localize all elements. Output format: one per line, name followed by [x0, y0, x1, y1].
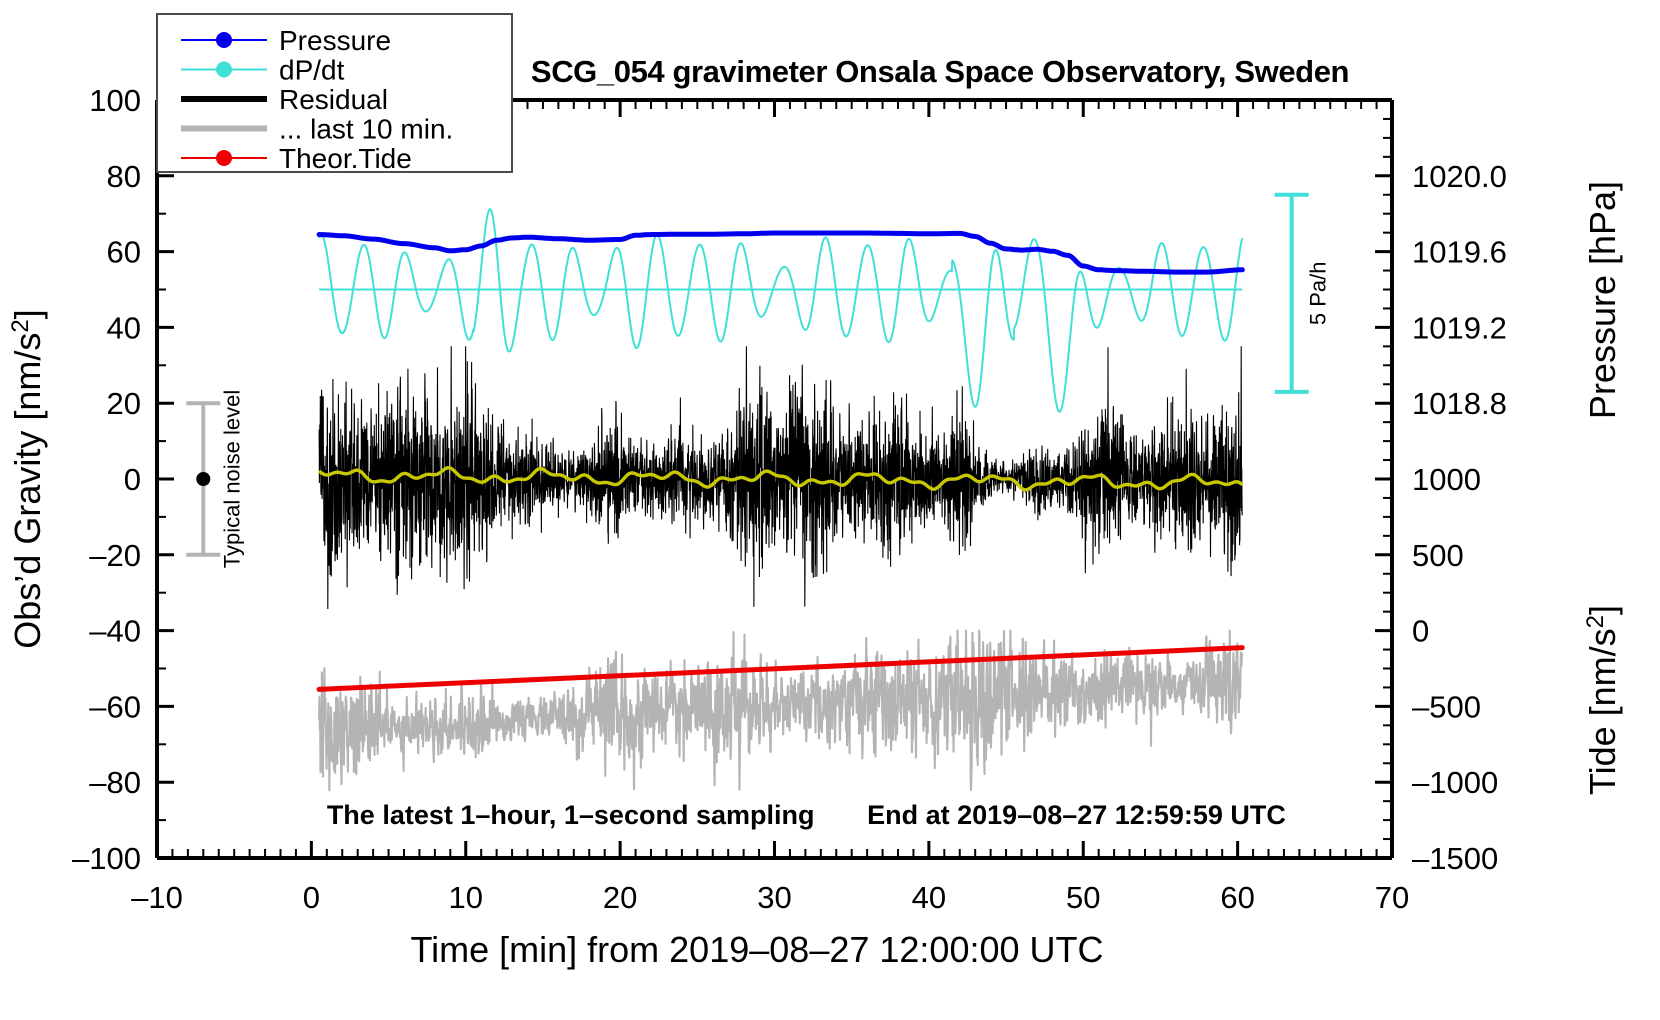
right-tide-tick-label: –500	[1412, 689, 1481, 724]
x-tick-label: 60	[1220, 880, 1254, 915]
right-axis-tide-ticks: –1500 –1000 –500 0 500 1000	[1375, 462, 1498, 876]
legend-entry[interactable]: dP/dt	[181, 55, 345, 86]
y-tick-label: 100	[89, 83, 141, 118]
y-tick-label: –100	[72, 841, 141, 876]
right-tide-tick-label: 0	[1412, 614, 1429, 649]
legend-label: ... last 10 min.	[279, 114, 453, 145]
series-dpdt	[318, 208, 1244, 413]
right-tide-tick-label: –1000	[1412, 765, 1498, 800]
y-tick-label: –80	[89, 765, 141, 800]
legend-entry[interactable]: ... last 10 min.	[181, 114, 453, 145]
5-pa-per-hour-scalebar	[1274, 192, 1309, 394]
x-tick-label: 40	[912, 880, 946, 915]
smoothed-residual-line	[318, 466, 1244, 492]
x-axis-title: Time [min] from 2019–08–27 12:00:00 UTC	[410, 929, 1103, 970]
legend-label: dP/dt	[279, 55, 345, 86]
y-axis-ticks: –100 –80 –60 –40 –20 0 20 40 60 80 100	[72, 83, 174, 876]
typical-noise-level-scalebar	[186, 401, 221, 557]
x-tick-label: 20	[603, 880, 637, 915]
x-tick-label: 50	[1066, 880, 1100, 915]
legend-label: Pressure	[279, 25, 391, 56]
y-axis-title: Obs’d Gravity [nm/s2]	[7, 309, 48, 648]
y-tick-label: 60	[107, 235, 141, 270]
series-pressure	[316, 230, 1245, 275]
legend-entry[interactable]: Theor.Tide	[181, 143, 412, 174]
right-tide-tick-label: –1500	[1412, 841, 1498, 876]
y-tick-label: –60	[89, 689, 141, 724]
dpdt-line	[318, 208, 1244, 413]
annotation-end-time: End at 2019–08–27 12:59:59 UTC	[867, 800, 1286, 830]
noise-center-dot	[196, 472, 211, 486]
chart-title: SCG_054 gravimeter Onsala Space Observat…	[531, 54, 1349, 89]
series-theoretical-tide	[316, 645, 1245, 692]
series-last-10-min	[318, 629, 1244, 792]
annotation-5-pa-per-hour: 5 Pa/h	[1306, 261, 1331, 325]
y-tick-label: 0	[124, 462, 141, 497]
x-tick-label: 10	[449, 880, 483, 915]
y-tick-label: –40	[89, 614, 141, 649]
scale-bars	[186, 192, 1309, 557]
x-tick-label: –10	[131, 880, 183, 915]
theoretical-tide-line	[316, 645, 1245, 692]
legend-marker-dot	[216, 32, 232, 48]
right-axis-pressure-ticks: 1018.8 1019.2 1019.6 1020.0	[1375, 99, 1507, 859]
y-tick-label: –20	[89, 538, 141, 573]
x-tick-label: 0	[303, 880, 320, 915]
right-axis-pressure-title: Pressure [hPa]	[1582, 181, 1623, 419]
legend-label: Theor.Tide	[279, 143, 412, 174]
last-10-min-line	[318, 629, 1244, 792]
residual-line	[318, 346, 1243, 610]
pressure-line	[316, 230, 1245, 275]
right-tide-tick-label: 1000	[1412, 462, 1481, 497]
legend-label: Residual	[279, 84, 388, 115]
legend-marker-dot	[216, 61, 232, 78]
series-smoothed-residual	[318, 466, 1244, 492]
annotation-sampling-note: The latest 1–hour, 1–second sampling	[327, 800, 815, 830]
right-pressure-tick-label: 1019.6	[1412, 235, 1507, 270]
legend-entry[interactable]: Pressure	[181, 25, 391, 56]
x-tick-label: 30	[757, 880, 791, 915]
x-tick-label: 70	[1375, 880, 1409, 915]
y-tick-label: 20	[107, 386, 141, 421]
right-pressure-tick-label: 1018.8	[1412, 386, 1507, 421]
annotation-typical-noise-level: Typical noise level	[219, 390, 244, 569]
right-pressure-tick-label: 1020.0	[1412, 159, 1507, 194]
legend-entry[interactable]: Residual	[181, 84, 388, 115]
y-tick-label: 40	[107, 310, 141, 345]
legend-marker-dot	[216, 150, 232, 166]
right-tide-tick-label: 500	[1412, 538, 1464, 573]
right-axis-tide-title: Tide [nm/s2]	[1582, 605, 1623, 795]
y-tick-label: 80	[107, 159, 141, 194]
series-residual	[318, 346, 1243, 610]
right-pressure-tick-label: 1019.2	[1412, 310, 1507, 345]
